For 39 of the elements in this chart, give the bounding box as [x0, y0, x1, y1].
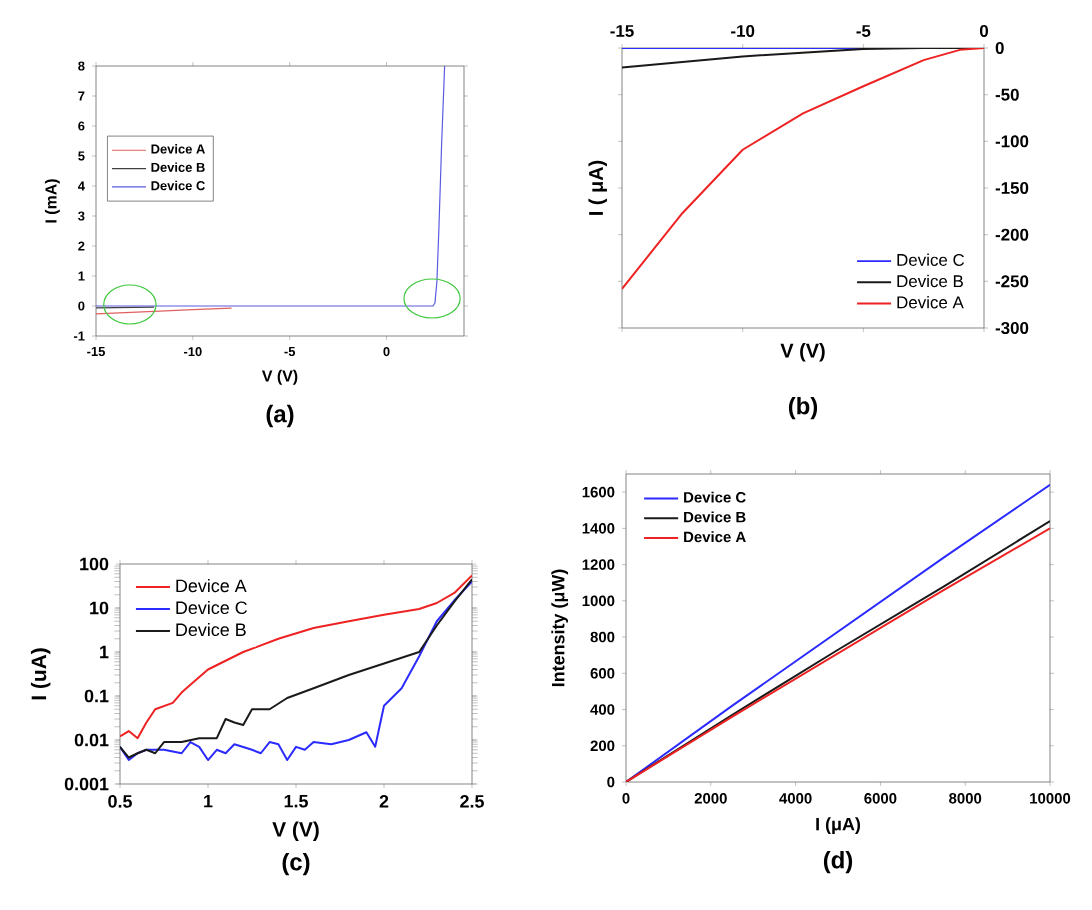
y-tick-label: -100 [995, 135, 1029, 148]
y-tick-label: 1 [100, 645, 109, 659]
y-tick-label: 100 [80, 557, 109, 571]
legend-label: Device A [176, 578, 247, 593]
y-tick-label: 10 [90, 601, 109, 615]
x-tick-label: -10 [731, 25, 755, 37]
legend-label: Device C [897, 253, 965, 266]
y-tick-label: 0.1 [84, 689, 109, 703]
legend-label: Device B [176, 622, 246, 637]
x-tick-label: 0.5 [108, 795, 132, 808]
legend-label: Device B [897, 274, 963, 288]
line-series [622, 48, 985, 290]
legend-label: Device C [176, 600, 247, 615]
text: (d) [823, 850, 853, 874]
x-tick-label: 2.5 [460, 795, 484, 808]
x-axis-title: V (V) [272, 821, 319, 841]
text: (c) [282, 852, 310, 876]
y-tick-label: 0.001 [64, 777, 109, 791]
x-tick-label: -15 [610, 25, 634, 37]
y-tick-label: -50 [995, 88, 1019, 101]
x-axis-title: I (μA) [816, 817, 861, 835]
text: (a) [266, 404, 294, 428]
y-tick-label: -150 [995, 182, 1029, 194]
y-axis-title: I ( μA) [588, 160, 607, 215]
x-tick-label: 1.5 [284, 795, 308, 808]
y-tick-label: -200 [995, 228, 1029, 241]
text: (b) [788, 396, 818, 420]
y-axis-title: I (uA) [30, 648, 51, 700]
y-tick-label: -300 [995, 322, 1029, 335]
x-axis-title: V (V) [780, 343, 825, 362]
y-tick-label: 0 [995, 42, 1004, 54]
legend-label: Device A [897, 295, 964, 309]
y-tick-label: 0.01 [74, 733, 109, 747]
x-tick-label: -5 [856, 25, 871, 37]
y-tick-label: -250 [995, 275, 1029, 288]
y-axis-title: Intensity (μW) [551, 569, 569, 687]
x-tick-label: 0 [979, 25, 989, 37]
x-tick-label: 1 [204, 795, 213, 808]
x-tick-label: 2 [379, 795, 389, 808]
